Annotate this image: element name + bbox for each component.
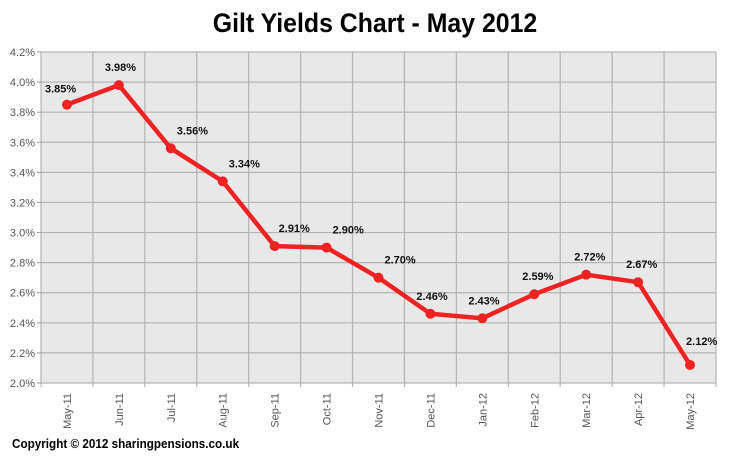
data-point-marker <box>425 308 436 319</box>
y-tick-label: 2.8% <box>10 258 35 270</box>
copyright-notice: Copyright © 2012 sharingpensions.co.uk <box>12 436 240 451</box>
data-series <box>61 80 696 370</box>
data-label: 2.70% <box>385 255 416 267</box>
y-tick-label: 4.2% <box>10 47 35 59</box>
x-tick-label: Dec-11 <box>425 393 437 428</box>
data-point-marker <box>113 80 124 91</box>
plot-area <box>41 52 716 383</box>
x-tick-label: Apr-12 <box>633 393 645 426</box>
x-tick-label: May-12 <box>685 393 697 430</box>
data-label: 3.98% <box>105 62 136 74</box>
x-tick-label: Mar-12 <box>581 393 593 428</box>
data-label: 3.34% <box>229 158 260 170</box>
x-axis: May-11 Jun-11 Jul-11 Aug-11 Sep-11 Oct-11 Nov-… <box>62 393 697 430</box>
data-label: 2.43% <box>468 295 499 307</box>
y-tick-label: 2.4% <box>10 318 35 330</box>
y-tick-label: 3.6% <box>10 137 35 149</box>
data-point-marker <box>373 272 384 283</box>
data-point-marker <box>61 99 72 110</box>
data-label: 2.46% <box>416 291 447 303</box>
chart-title: Gilt Yields Chart - May 2012 <box>212 8 538 38</box>
data-point-marker <box>685 359 696 370</box>
data-point-marker <box>269 241 280 252</box>
y-tick-label: 2.6% <box>10 288 35 300</box>
x-tick-label: Jul-11 <box>166 393 178 422</box>
x-tick-label: May-11 <box>62 393 74 429</box>
data-label: 3.56% <box>177 125 208 137</box>
x-tick-label: Jan-12 <box>477 393 489 427</box>
data-label: 3.85% <box>45 84 76 96</box>
y-tick-label: 3.2% <box>10 197 35 209</box>
x-tick-label: Oct-11 <box>322 393 334 425</box>
data-label: 2.90% <box>333 225 364 237</box>
data-label: 2.12% <box>686 336 717 348</box>
data-label: 2.67% <box>626 259 657 271</box>
x-tick-label: Jun-11 <box>114 393 126 426</box>
y-tick-label: 4.0% <box>10 77 35 89</box>
y-tick-label: 2.0% <box>10 378 35 390</box>
y-tick-label: 2.2% <box>10 348 35 360</box>
data-point-marker <box>581 269 592 280</box>
x-tick-label: Aug-11 <box>218 393 230 428</box>
x-tick-label: Feb-12 <box>529 393 541 428</box>
data-point-marker <box>165 143 176 154</box>
data-label: 2.59% <box>522 271 553 283</box>
y-tick-label: 3.0% <box>10 228 35 240</box>
data-point-marker <box>321 242 332 253</box>
data-label: 2.72% <box>574 252 605 264</box>
data-point-marker <box>633 277 644 288</box>
data-point-marker <box>477 313 488 324</box>
y-tick-label: 3.4% <box>10 167 35 179</box>
data-label: 2.91% <box>279 223 310 235</box>
y-tick-label: 3.8% <box>10 107 35 119</box>
gridlines <box>40 51 717 387</box>
data-point-marker <box>217 176 228 187</box>
data-point-marker <box>529 289 540 300</box>
x-tick-label: Sep-11 <box>270 393 282 428</box>
x-tick-label: Nov-11 <box>374 393 386 428</box>
y-axis: 2.0% 2.2% 2.4% 2.6% 2.8% 3.0% 3.2% 3.4% 3.6% 3.8%… <box>10 47 41 390</box>
data-labels: 3.85% 3.98% 3.56% 3.34% 2.91% 2.90% 2.70% 2.46%… <box>45 62 717 348</box>
